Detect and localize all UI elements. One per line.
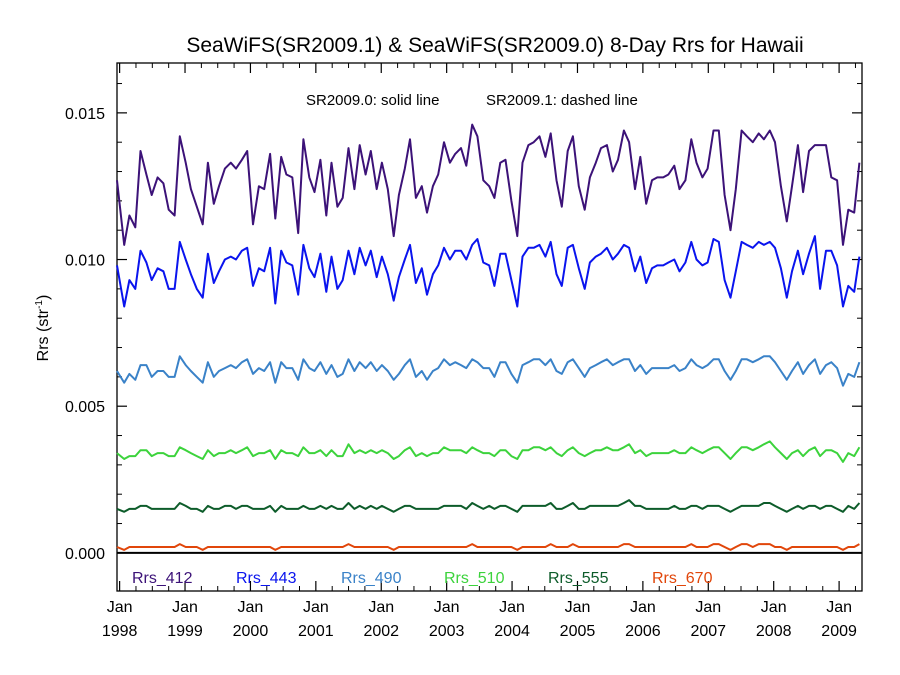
x-tick-label-year: 2001 <box>298 623 334 640</box>
y-tick-label: 0.000 <box>65 546 105 563</box>
y-axis-label: Rrs (str-1) <box>34 295 52 362</box>
x-tick-label-month: Jan <box>630 599 656 616</box>
legend-item-rrs-490: Rrs_490 <box>341 570 402 587</box>
x-tick-label-year: 2005 <box>560 623 596 640</box>
x-tick-label-year: 2007 <box>690 623 726 640</box>
x-tick-label-year: 1999 <box>167 623 203 640</box>
y-tick-label: 0.015 <box>65 106 105 123</box>
series-line-rrs-490 <box>116 355 861 387</box>
legend-item-rrs-510: Rrs_510 <box>444 570 505 587</box>
y-axis-label-sup: -1 <box>34 300 45 309</box>
plot-area: 0.000 0.005 0.010 0.015 Jan 1998 Jan 1999 Jan 200… <box>65 62 863 640</box>
x-tick-label-year: 2000 <box>233 623 269 640</box>
x-tick-label-month: Jan <box>368 599 394 616</box>
x-tick-label-month: Jan <box>303 599 329 616</box>
series-line-rrs-510 <box>116 440 861 463</box>
x-tick-label-month: Jan <box>565 599 591 616</box>
x-tick-label-year: 2004 <box>494 623 530 640</box>
x-tick-label-month: Jan <box>107 599 133 616</box>
legend-item-rrs-555: Rrs_555 <box>548 570 609 587</box>
legend-item-rrs-412: Rrs_412 <box>132 570 193 587</box>
x-tick-label-year: 2009 <box>821 623 857 640</box>
x-tick-label-month: Jan <box>434 599 460 616</box>
series-line-rrs-412 <box>116 123 861 246</box>
x-tick-label-year: 2006 <box>625 623 661 640</box>
x-tick-label-month: Jan <box>695 599 721 616</box>
x-tick-label-month: Jan <box>499 599 525 616</box>
annotation-solid: SR2009.0: solid line <box>306 92 439 109</box>
x-tick-label-year: 2003 <box>429 623 465 640</box>
x-tick-label-year: 2008 <box>756 623 792 640</box>
x-tick-label-year: 1998 <box>102 623 138 640</box>
chart-title: SeaWiFS(SR2009.1) & SeaWiFS(SR2009.0) 8-… <box>186 34 803 57</box>
y-axis-label-main: Rrs (str <box>35 308 52 361</box>
y-tick-label: 0.010 <box>65 253 105 270</box>
plot-frame <box>116 62 863 592</box>
y-tick-label: 0.005 <box>65 399 105 416</box>
series-line-rrs-555 <box>116 499 861 513</box>
x-tick-label-year: 2002 <box>363 623 399 640</box>
series-line-rrs-443 <box>116 235 861 308</box>
annotation-dashed: SR2009.1: dashed line <box>486 92 638 109</box>
x-tick-label-month: Jan <box>172 599 198 616</box>
y-axis-label-close: ) <box>35 295 52 300</box>
legend-item-rrs-443: Rrs_443 <box>236 570 297 587</box>
legend-item-rrs-670: Rrs_670 <box>652 570 713 587</box>
x-tick-label-month: Jan <box>238 599 264 616</box>
svg-text:Rrs (str-1): Rrs (str-1) <box>34 295 52 362</box>
x-tick-label-month: Jan <box>761 599 787 616</box>
x-tick-label-month: Jan <box>826 599 852 616</box>
series-line-rrs-670 <box>116 543 860 551</box>
